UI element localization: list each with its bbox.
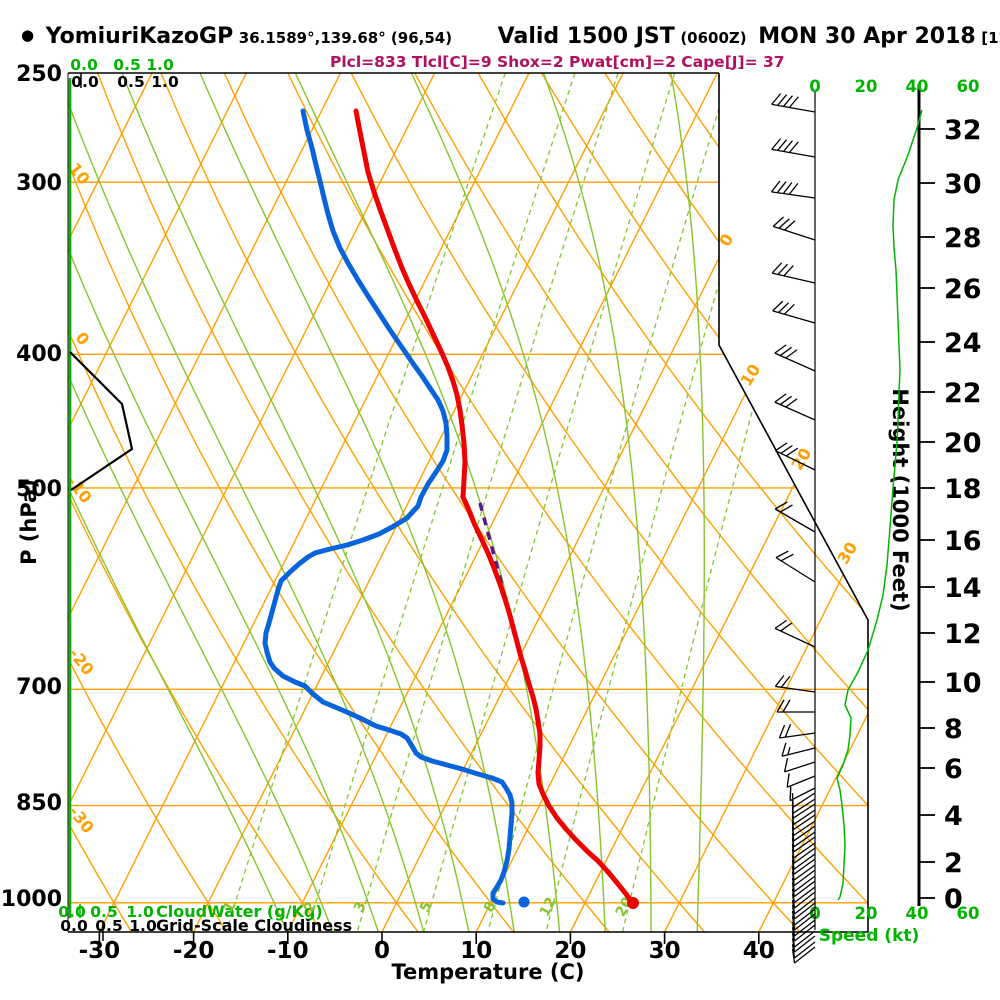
svg-text:1000: 1000 xyxy=(1,887,62,912)
svg-text:500: 500 xyxy=(16,477,62,502)
cloud-scales: 0.0 0.5 1.00.0 0.5 1.00.0 0.5 1.00.0 0.5 1.0Clou… xyxy=(58,56,352,935)
valid-date: MON 30 Apr 2018 xyxy=(758,24,976,49)
svg-text:40: 40 xyxy=(906,77,929,96)
mixing-ratio-lines xyxy=(225,73,845,932)
svg-text:1.0: 1.0 xyxy=(146,56,174,74)
chart-title: ● YomiuriKazoGP 36.1589°,139.68° (96,54)… xyxy=(21,24,1000,49)
svg-text:40: 40 xyxy=(743,938,775,964)
svg-text:16: 16 xyxy=(944,526,982,557)
svg-text:20: 20 xyxy=(554,938,586,964)
station-coords: 36.1589°,139.68° (96,54) xyxy=(238,29,453,47)
grid xyxy=(68,73,868,932)
svg-text:Speed (kt): Speed (kt) xyxy=(819,926,920,946)
svg-text:14: 14 xyxy=(944,573,982,604)
moist-adiabats xyxy=(68,73,705,932)
svg-text:-10: -10 xyxy=(267,938,309,964)
svg-text:4: 4 xyxy=(944,801,963,832)
svg-text:30: 30 xyxy=(649,938,681,964)
svg-text:0.0: 0.0 xyxy=(60,917,88,935)
svg-text:400: 400 xyxy=(16,342,62,367)
svg-text:20: 20 xyxy=(944,428,982,459)
svg-text:250: 250 xyxy=(16,62,62,87)
svg-text:10: 10 xyxy=(460,938,492,964)
svg-text:26: 26 xyxy=(944,274,982,305)
svg-text:300: 300 xyxy=(16,171,62,196)
svg-text:18: 18 xyxy=(944,474,982,505)
svg-text:0.0: 0.0 xyxy=(71,73,99,91)
svg-text:3: 3 xyxy=(351,899,370,915)
svg-text:0: 0 xyxy=(809,77,820,96)
svg-text:700: 700 xyxy=(16,675,62,700)
surface-markers xyxy=(518,896,639,909)
station-name: YomiuriKazoGP xyxy=(45,24,234,49)
pressure-lines xyxy=(68,181,868,904)
svg-text:1.0: 1.0 xyxy=(129,917,157,935)
svg-text:6: 6 xyxy=(944,754,963,785)
svg-text:10: 10 xyxy=(944,668,982,699)
forecast-tag: [12hrFcst@2309z] xyxy=(981,29,1000,47)
svg-text:Grid-Scale Cloudiness: Grid-Scale Cloudiness xyxy=(156,916,352,935)
axis-labels: 250 300 400 500 700 850 1000 P (hPa) -30 -20 -10 0 1… xyxy=(1,62,775,984)
station-marker-icon: ● xyxy=(21,26,35,44)
svg-text:20: 20 xyxy=(855,77,878,96)
svg-text:P (hPa): P (hPa) xyxy=(17,479,41,565)
svg-text:0.5: 0.5 xyxy=(117,73,144,91)
dewpoint-curve xyxy=(262,108,515,906)
svg-text:60: 60 xyxy=(957,77,980,96)
svg-text:0: 0 xyxy=(374,938,390,964)
svg-text:12: 12 xyxy=(944,619,982,650)
wind-speed-curve xyxy=(836,109,923,901)
svg-text:0.5: 0.5 xyxy=(113,56,140,74)
svg-text:30: 30 xyxy=(944,169,982,200)
svg-text:1.0: 1.0 xyxy=(151,73,179,91)
svg-text:-30: -30 xyxy=(79,938,121,964)
svg-text:2: 2 xyxy=(944,848,963,879)
svg-text:5: 5 xyxy=(417,899,436,915)
svg-text:0: 0 xyxy=(944,884,963,915)
svg-text:22: 22 xyxy=(944,378,982,409)
svg-text:0.5: 0.5 xyxy=(95,917,122,935)
wind-barbs xyxy=(770,92,816,964)
svg-text:24: 24 xyxy=(944,328,982,359)
svg-text:Temperature (C): Temperature (C) xyxy=(392,960,585,984)
svg-text:850: 850 xyxy=(16,791,62,816)
valid-time: Valid 1500 JST xyxy=(497,24,675,49)
svg-text:28: 28 xyxy=(944,223,982,254)
stability-parameters: Plcl=833 Tlcl[C]=9 Shox=2 Pwat[cm]=2 Cap… xyxy=(330,53,785,71)
svg-text:0.0: 0.0 xyxy=(58,903,86,921)
svg-text:32: 32 xyxy=(944,115,982,146)
svg-text:20: 20 xyxy=(855,904,878,923)
svg-text:60: 60 xyxy=(957,904,980,923)
svg-text:0.5: 0.5 xyxy=(90,903,117,921)
dry-adiabats xyxy=(68,73,868,932)
svg-text:8: 8 xyxy=(944,714,963,745)
cloudiness-profile xyxy=(69,351,134,491)
valid-utc: (0600Z) xyxy=(680,29,747,47)
svg-text:40: 40 xyxy=(906,904,929,923)
svg-text:-20: -20 xyxy=(173,938,215,964)
plot-border xyxy=(67,72,869,941)
svg-text:0.0: 0.0 xyxy=(70,56,98,74)
svg-text:1.0: 1.0 xyxy=(126,903,154,921)
svg-text:CloudWater (g/Kg): CloudWater (g/Kg) xyxy=(156,902,323,921)
temperature-curve xyxy=(353,108,636,906)
